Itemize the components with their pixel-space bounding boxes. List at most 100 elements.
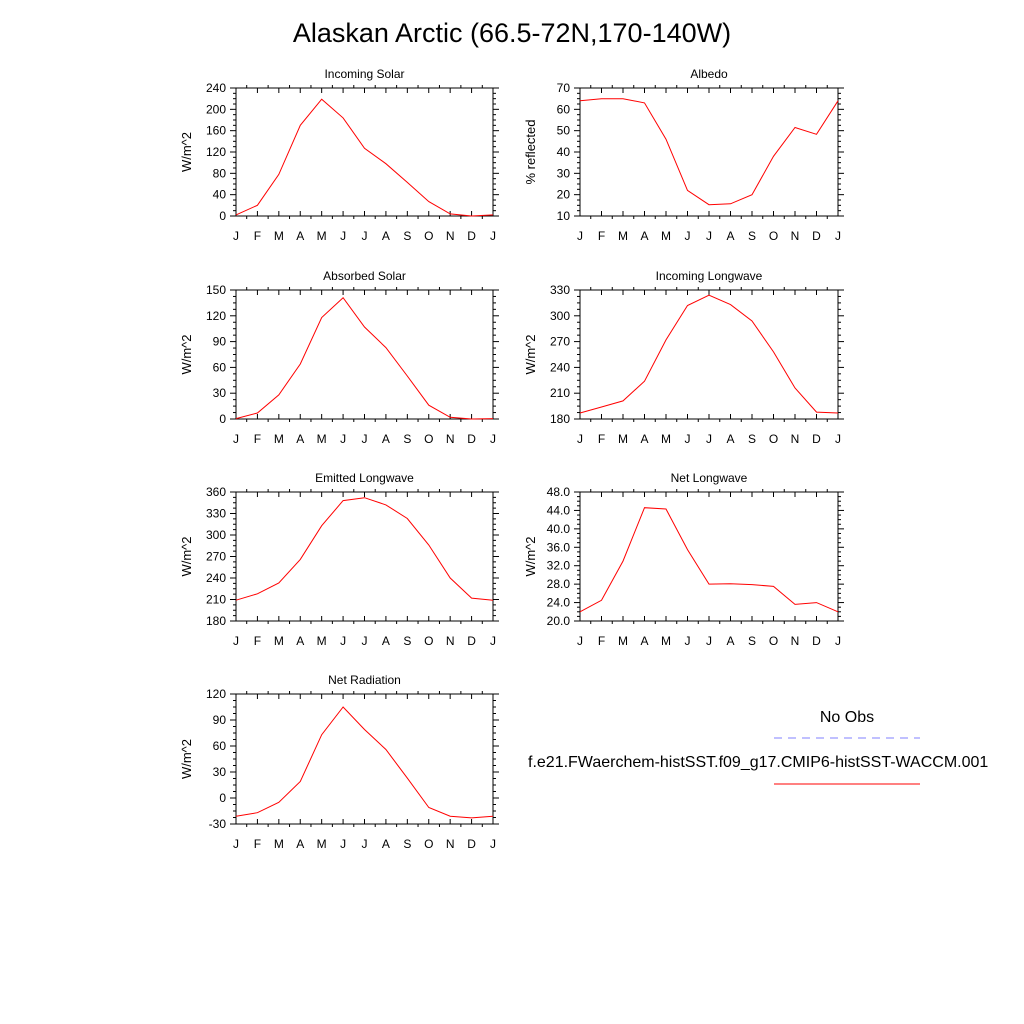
x-tick-label: M <box>317 634 327 648</box>
y-tick-label: 40 <box>213 188 227 202</box>
x-tick-label: J <box>362 634 368 648</box>
x-tick-label: J <box>340 837 346 851</box>
y-tick-label: 20 <box>557 188 571 202</box>
x-tick-label: S <box>748 432 756 446</box>
y-axis-label: W/m^2 <box>179 739 194 779</box>
y-tick-label: 360 <box>206 485 226 499</box>
plot-frame <box>579 491 839 622</box>
y-tick-label: 240 <box>206 81 226 95</box>
plot-frame <box>235 491 494 622</box>
x-tick-label: D <box>812 432 821 446</box>
y-tick-label: 270 <box>550 335 570 349</box>
x-tick-label: N <box>446 432 455 446</box>
panel-title: Albedo <box>690 67 728 81</box>
x-tick-label: A <box>296 634 304 648</box>
x-tick-label: D <box>812 229 821 243</box>
x-tick-label: N <box>446 837 455 851</box>
y-tick-label: 180 <box>206 614 226 628</box>
x-tick-label: J <box>835 229 841 243</box>
y-tick-label: 90 <box>213 335 227 349</box>
x-tick-label: N <box>791 634 800 648</box>
x-tick-label: M <box>317 837 327 851</box>
y-tick-label: 270 <box>206 550 226 564</box>
x-tick-label: A <box>382 634 390 648</box>
x-tick-label: N <box>446 634 455 648</box>
y-tick-label: 36.0 <box>547 540 571 554</box>
x-tick-label: D <box>467 634 476 648</box>
y-tick-label: 60 <box>213 739 227 753</box>
y-tick-label: 150 <box>206 283 226 297</box>
x-tick-label: D <box>812 634 821 648</box>
series-line <box>579 98 839 206</box>
y-tick-label: -30 <box>209 817 227 831</box>
series-line <box>579 507 839 613</box>
x-tick-label: J <box>340 432 346 446</box>
x-tick-label: O <box>769 432 778 446</box>
x-tick-label: S <box>403 837 411 851</box>
x-tick-label: J <box>340 229 346 243</box>
y-tick-label: 30 <box>213 386 227 400</box>
panel-title: Incoming Solar <box>324 67 404 81</box>
x-tick-label: J <box>685 634 691 648</box>
y-tick-label: 24.0 <box>547 596 571 610</box>
y-axis-label: % reflected <box>523 119 538 184</box>
x-tick-label: M <box>661 229 671 243</box>
x-tick-label: J <box>490 229 496 243</box>
y-tick-label: 0 <box>219 209 226 223</box>
y-tick-label: 44.0 <box>547 503 571 517</box>
x-tick-label: J <box>340 634 346 648</box>
y-tick-label: 80 <box>213 166 227 180</box>
x-tick-label: A <box>726 229 734 243</box>
y-tick-label: 30 <box>213 765 227 779</box>
y-tick-label: 330 <box>550 283 570 297</box>
y-axis-label: W/m^2 <box>179 536 194 576</box>
x-tick-label: O <box>424 837 433 851</box>
y-tick-label: 160 <box>206 124 226 138</box>
y-axis-label: W/m^2 <box>179 132 194 172</box>
x-tick-label: F <box>598 432 605 446</box>
y-tick-label: 120 <box>206 687 226 701</box>
y-tick-label: 48.0 <box>547 485 571 499</box>
x-tick-label: M <box>274 837 284 851</box>
x-tick-label: J <box>233 432 239 446</box>
figure-title: Alaskan Arctic (66.5-72N,170-140W) <box>292 18 732 48</box>
panel-title: Emitted Longwave <box>315 471 414 485</box>
y-tick-label: 10 <box>557 209 571 223</box>
y-tick-label: 300 <box>550 309 570 323</box>
x-tick-label: A <box>640 432 648 446</box>
x-tick-label: M <box>317 432 327 446</box>
x-tick-label: J <box>706 432 712 446</box>
x-tick-label: S <box>403 432 411 446</box>
x-tick-label: D <box>467 432 476 446</box>
x-tick-label: M <box>274 229 284 243</box>
y-tick-label: 210 <box>206 593 226 607</box>
y-tick-label: 0 <box>219 791 226 805</box>
x-tick-label: F <box>254 432 261 446</box>
x-tick-label: N <box>791 432 800 446</box>
x-tick-label: A <box>726 634 734 648</box>
x-tick-label: M <box>618 432 628 446</box>
series-line <box>235 706 494 819</box>
x-tick-label: O <box>769 634 778 648</box>
panel-title: Net Longwave <box>671 471 748 485</box>
x-tick-label: A <box>726 432 734 446</box>
y-tick-label: 60 <box>557 102 571 116</box>
x-tick-label: M <box>661 634 671 648</box>
y-tick-label: 120 <box>206 309 226 323</box>
x-tick-label: J <box>490 432 496 446</box>
plot-frame <box>579 87 839 217</box>
x-tick-label: J <box>706 229 712 243</box>
series-line <box>235 98 494 217</box>
panel-title: Net Radiation <box>328 673 401 687</box>
y-tick-label: 28.0 <box>547 577 571 591</box>
x-tick-label: O <box>769 229 778 243</box>
legend-model-label: f.e21.FWaerchem-histSST.f09_g17.CMIP6-hi… <box>528 754 988 771</box>
x-tick-label: O <box>424 229 433 243</box>
x-tick-label: A <box>296 837 304 851</box>
x-tick-label: F <box>598 634 605 648</box>
x-tick-label: J <box>835 432 841 446</box>
x-tick-label: J <box>362 837 368 851</box>
y-axis-label: W/m^2 <box>179 334 194 374</box>
x-tick-label: M <box>274 432 284 446</box>
